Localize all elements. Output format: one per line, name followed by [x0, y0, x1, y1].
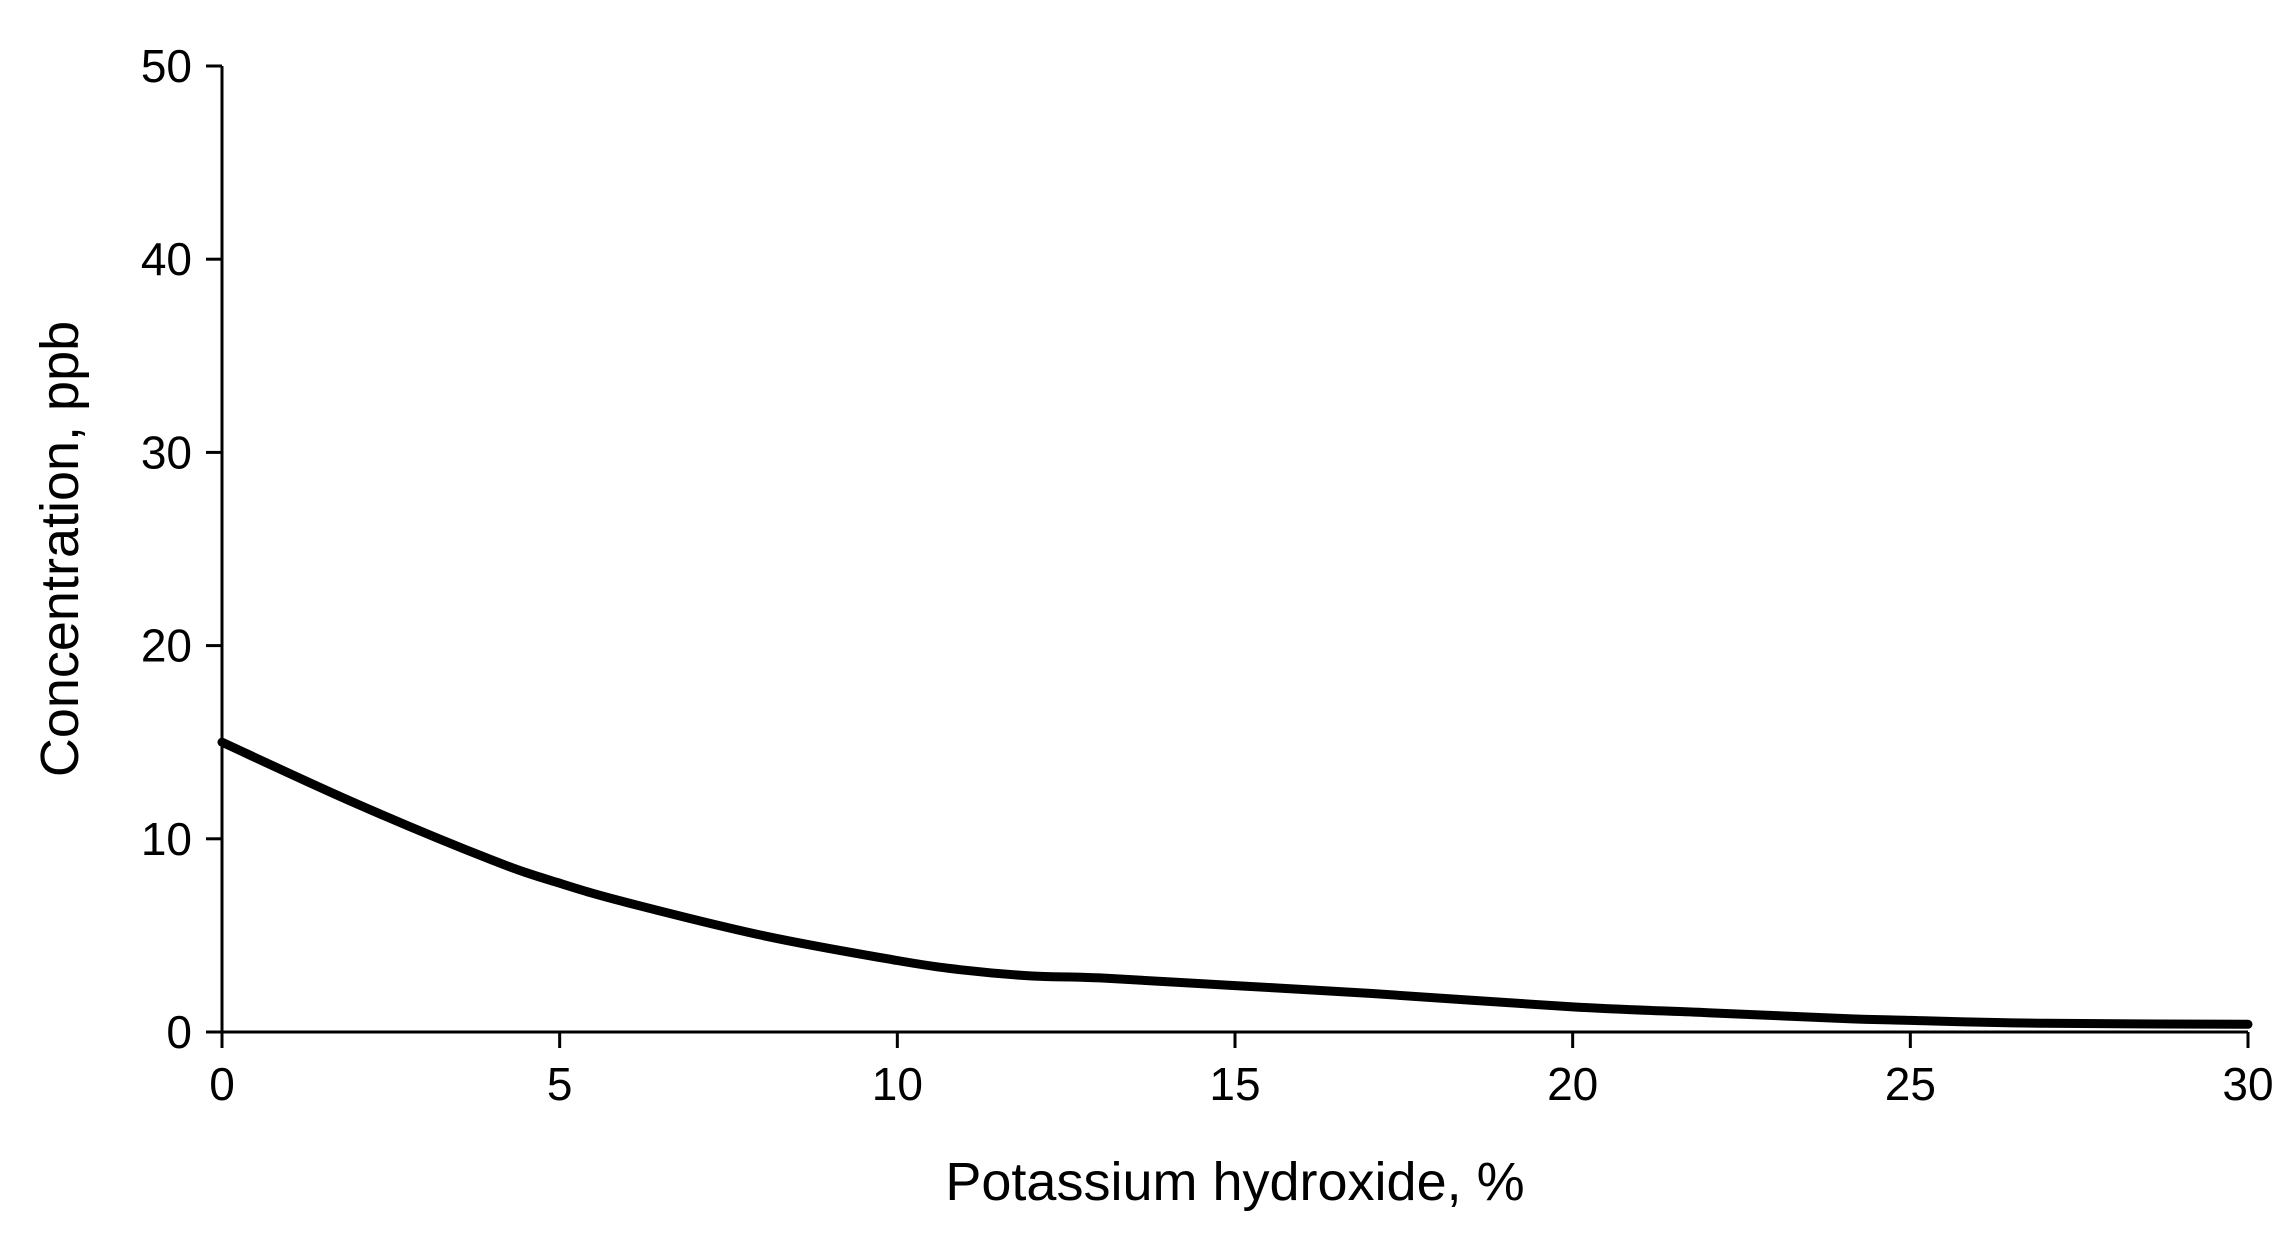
y-tick-label: 10 — [141, 813, 192, 865]
x-tick-label: 5 — [547, 1058, 573, 1110]
x-tick-label: 10 — [872, 1058, 923, 1110]
series-group — [217, 737, 2253, 1029]
x-tick-label: 20 — [1547, 1058, 1598, 1110]
y-tick-label: 0 — [166, 1006, 192, 1058]
x-tick-label: 30 — [2222, 1058, 2273, 1110]
y-tick-label: 50 — [141, 40, 192, 92]
x-axis-ticks: 0 5 10 15 20 25 30 — [209, 1032, 2274, 1110]
x-tick-label: 15 — [1209, 1058, 1260, 1110]
y-tick-label: 30 — [141, 426, 192, 478]
x-axis-title: Potassium hydroxide, % — [945, 1152, 1524, 1212]
y-axis-title: Concentration, ppb — [30, 321, 90, 777]
y-tick-label: 40 — [141, 233, 192, 285]
y-axis-ticks: 0 10 20 30 40 50 — [141, 40, 222, 1058]
plot-area — [220, 66, 2248, 1034]
series-line — [217, 737, 2253, 1029]
y-tick-label: 20 — [141, 620, 192, 672]
x-tick-label: 0 — [209, 1058, 235, 1110]
x-tick-label: 25 — [1885, 1058, 1936, 1110]
